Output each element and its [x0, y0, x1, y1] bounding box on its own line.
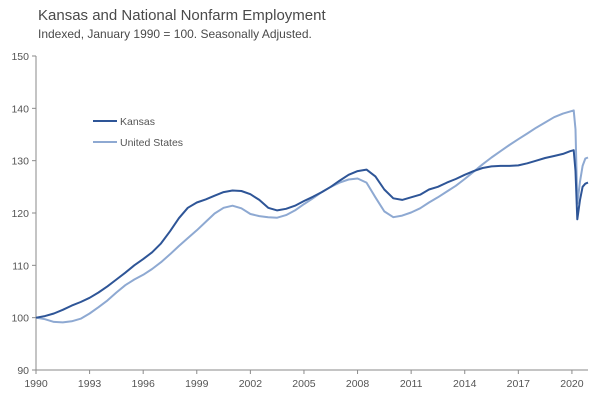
chart-title: Kansas and National Nonfarm Employment: [38, 7, 326, 24]
x-tick-label: 2014: [453, 378, 477, 390]
x-tick-label: 2002: [239, 378, 263, 390]
legend-label-united-states: United States: [120, 137, 183, 149]
series-line-kansas: [35, 149, 589, 319]
chart-subtitle: Indexed, January 1990 = 100. Seasonally …: [38, 27, 312, 41]
y-tick-label: 90: [17, 365, 29, 377]
y-tick-label: 120: [11, 208, 29, 220]
legend-label-kansas: Kansas: [120, 116, 155, 128]
x-tick-label: 2020: [560, 378, 584, 390]
series-lines: [35, 109, 589, 324]
x-tick-label: 2008: [346, 378, 370, 390]
axes: 90 100 110 120 130 140 150 1990 1993 1996 1999 2002…: [11, 51, 588, 390]
y-tick-label: 130: [11, 156, 29, 168]
y-tick-label: 150: [11, 51, 29, 63]
y-tick-label: 100: [11, 313, 29, 325]
y-tick-label: 140: [11, 103, 29, 115]
x-tick-label: 1993: [78, 378, 102, 390]
series-line-united-states: [35, 109, 589, 324]
x-tick-label: 2011: [400, 378, 423, 390]
legend: Kansas United States: [93, 116, 183, 149]
y-tick-label: 110: [12, 260, 29, 272]
x-tick-label: 2005: [292, 378, 316, 390]
x-tick-label: 2017: [507, 378, 531, 390]
x-tick-label: 1990: [24, 378, 48, 390]
x-tick-label: 1996: [132, 378, 156, 390]
x-tick-label: 1999: [185, 378, 209, 390]
